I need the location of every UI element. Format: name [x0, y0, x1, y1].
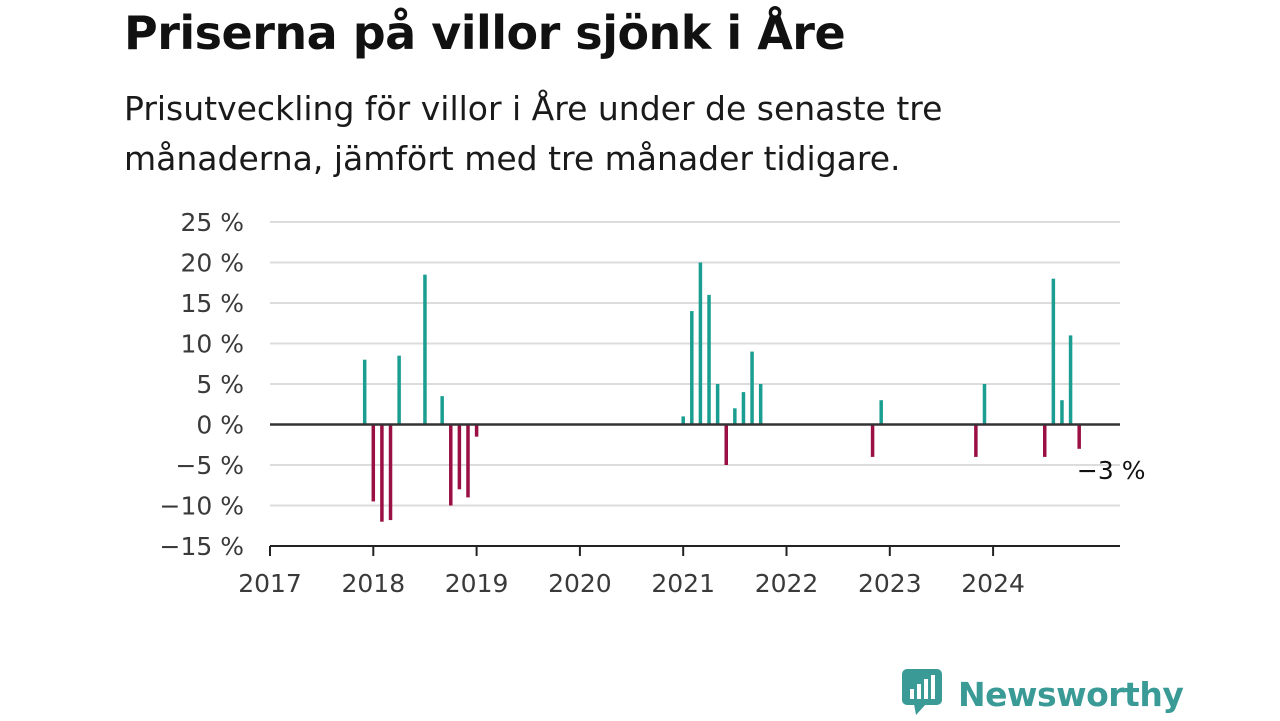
bar	[681, 416, 685, 425]
x-tick-label: 2022	[755, 569, 819, 598]
chart-title: Priserna på villor sjönk i Åre	[124, 6, 846, 60]
y-tick-label: 10 %	[180, 330, 244, 359]
newsworthy-logo-icon	[902, 667, 946, 721]
bar	[974, 424, 978, 457]
bar	[698, 262, 703, 425]
bar	[879, 400, 883, 425]
x-tick-label: 2018	[341, 569, 405, 598]
bar	[870, 424, 875, 457]
x-tick-label: 2020	[548, 569, 612, 598]
bar	[397, 355, 401, 425]
bar	[440, 396, 444, 425]
bar	[380, 424, 384, 522]
annotations: −3 %	[1077, 456, 1146, 485]
bars	[362, 262, 1081, 522]
y-tick-label: −5 %	[175, 451, 244, 480]
y-tick-label: 20 %	[180, 249, 244, 278]
bar	[362, 359, 367, 425]
x-tick-label: 2017	[238, 569, 302, 598]
bar	[457, 424, 462, 490]
x-axis-labels: 2017 2018 2019 2020 2021 2022 2023 2024	[238, 569, 1025, 598]
bar	[758, 384, 763, 425]
y-tick-label: −15 %	[160, 532, 244, 561]
gridlines	[270, 221, 1120, 507]
bar	[423, 274, 427, 425]
y-tick-label: −10 %	[160, 492, 244, 521]
bar	[1043, 424, 1047, 457]
x-tick-label: 2024	[961, 569, 1025, 598]
bar-chart: 25 % 20 % 15 % 10 % 5 % 0 % −5 % −10 % −15 % 201…	[160, 208, 1146, 598]
x-tick-label: 2021	[651, 569, 715, 598]
bar	[371, 424, 376, 502]
bar	[707, 294, 711, 425]
x-tick-label: 2019	[445, 569, 509, 598]
y-tick-label: 15 %	[180, 289, 244, 318]
bar	[982, 384, 987, 425]
bar	[1068, 335, 1073, 425]
axes	[269, 423, 1120, 556]
bar	[690, 311, 694, 425]
bar	[724, 424, 728, 465]
bar	[1051, 278, 1056, 425]
bar	[474, 424, 479, 437]
bar	[733, 408, 737, 425]
bar	[388, 424, 393, 521]
bar	[750, 351, 754, 425]
y-tick-label: 25 %	[180, 208, 244, 237]
newsworthy-wordmark: Newsworthy	[958, 674, 1184, 714]
data-label: −3 %	[1077, 456, 1146, 485]
y-tick-label: 0 %	[196, 411, 244, 440]
bar	[1060, 400, 1064, 425]
bar	[715, 384, 720, 425]
x-tick-label: 2023	[858, 569, 922, 598]
chart-subtitle: Prisutveckling för villor i Åre under de…	[124, 89, 943, 178]
bar	[1077, 424, 1081, 449]
y-axis-labels: 25 % 20 % 15 % 10 % 5 % 0 % −5 % −10 % −15 %	[160, 208, 244, 561]
y-tick-label: 5 %	[196, 370, 244, 399]
bar	[449, 424, 453, 506]
bar	[741, 392, 746, 425]
newsworthy-brand[interactable]: Newsworthy	[902, 667, 1184, 721]
bar	[466, 424, 470, 498]
